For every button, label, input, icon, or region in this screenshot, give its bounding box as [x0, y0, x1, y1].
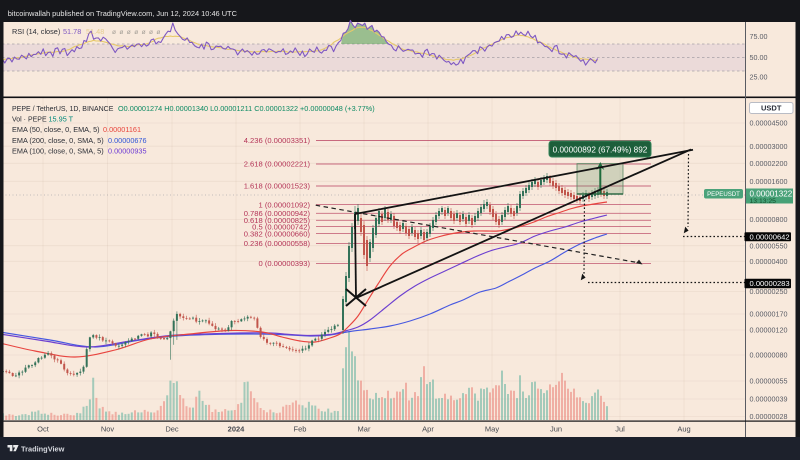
- svg-text:ø: ø: [112, 29, 116, 36]
- svg-text:0.786 (0.00000942): 0.786 (0.00000942): [244, 209, 311, 218]
- svg-text:15.95 T: 15.95 T: [49, 115, 74, 124]
- svg-text:0.00000170: 0.00000170: [750, 310, 788, 319]
- svg-text:ø: ø: [134, 29, 138, 36]
- svg-text:51.78: 51.78: [63, 27, 81, 36]
- svg-text:0.00004500: 0.00004500: [750, 119, 788, 128]
- svg-text:Feb: Feb: [294, 424, 307, 433]
- svg-text:0.00000039: 0.00000039: [750, 395, 788, 404]
- svg-text:bitcoinwallah published on Tra: bitcoinwallah published on TradingView.c…: [8, 9, 238, 18]
- svg-text:EMA (200, close, 0, SMA, 5): EMA (200, close, 0, SMA, 5): [12, 136, 104, 145]
- svg-text:RSI (14, close): RSI (14, close): [12, 27, 60, 36]
- svg-text:0.5 (0.00000742): 0.5 (0.00000742): [252, 222, 310, 231]
- svg-text:0.00001322: 0.00001322: [750, 189, 793, 198]
- svg-text:ø: ø: [127, 29, 131, 36]
- svg-text:51.48: 51.48: [86, 27, 104, 36]
- svg-text:Dec: Dec: [165, 424, 179, 433]
- svg-text:0.00000892 (67.49%) 892: 0.00000892 (67.49%) 892: [553, 146, 648, 155]
- svg-text:Nov: Nov: [101, 424, 115, 433]
- svg-text:Jul: Jul: [615, 424, 625, 433]
- svg-text:Vol · PEPE: Vol · PEPE: [12, 117, 47, 124]
- svg-text:ø: ø: [156, 29, 160, 36]
- svg-text:0.00000550: 0.00000550: [750, 241, 788, 250]
- svg-text:Oct: Oct: [37, 424, 50, 433]
- svg-text:0.618 (0.00000825): 0.618 (0.00000825): [244, 216, 311, 225]
- svg-text:0.00001161: 0.00001161: [103, 125, 141, 134]
- svg-text:2024: 2024: [228, 424, 246, 433]
- svg-text:25.00: 25.00: [750, 73, 768, 82]
- svg-text:0.00000800: 0.00000800: [750, 215, 788, 224]
- svg-text:ø: ø: [149, 29, 153, 36]
- svg-text:PEPE / TetherUS, 1D, BINANCE: PEPE / TetherUS, 1D, BINANCE: [12, 106, 114, 113]
- svg-text:0.00000283: 0.00000283: [750, 279, 790, 288]
- svg-text:1 (0.00001092): 1 (0.00001092): [258, 200, 310, 209]
- svg-text:13:13:25: 13:13:25: [750, 198, 777, 205]
- svg-text:Aug: Aug: [677, 424, 690, 433]
- svg-text:0.00000028: 0.00000028: [750, 412, 788, 421]
- svg-text:2.618 (0.00002221): 2.618 (0.00002221): [244, 160, 311, 169]
- svg-text:0.00000250: 0.00000250: [750, 287, 788, 296]
- svg-text:May: May: [485, 424, 499, 433]
- svg-text:0.00000080: 0.00000080: [750, 351, 788, 360]
- svg-text:75.00: 75.00: [750, 32, 768, 41]
- svg-text:0.00003000: 0.00003000: [750, 142, 788, 151]
- svg-text:0.382 (0.00000660): 0.382 (0.00000660): [244, 229, 311, 238]
- svg-text:USDT: USDT: [761, 103, 782, 112]
- svg-text:0.00000400: 0.00000400: [750, 257, 788, 266]
- svg-text:ø: ø: [119, 29, 123, 36]
- svg-text:ø: ø: [142, 29, 146, 36]
- svg-text:0.00001600: 0.00001600: [750, 177, 788, 186]
- svg-text:0.00000055: 0.00000055: [750, 377, 788, 386]
- svg-text:0.00000642: 0.00000642: [750, 233, 790, 242]
- svg-text:Jun: Jun: [550, 424, 562, 433]
- svg-text:0.00000120: 0.00000120: [750, 326, 788, 335]
- svg-text:0 (0.00000393): 0 (0.00000393): [258, 259, 310, 268]
- svg-text:EMA (100, close, 0, SMA, 5): EMA (100, close, 0, SMA, 5): [12, 147, 104, 156]
- svg-text:Mar: Mar: [358, 424, 371, 433]
- svg-text:0.00000935: 0.00000935: [108, 147, 147, 156]
- svg-text:Apr: Apr: [422, 424, 434, 433]
- svg-text:1.618 (0.00001523): 1.618 (0.00001523): [244, 182, 311, 191]
- svg-text:4.236 (0.00003351): 4.236 (0.00003351): [244, 136, 311, 145]
- svg-text:0.00000676: 0.00000676: [108, 136, 147, 145]
- svg-text:EMA (50, close, 0, EMA, 5): EMA (50, close, 0, EMA, 5): [12, 125, 100, 134]
- svg-text:0.00002200: 0.00002200: [750, 159, 788, 168]
- svg-text:0.236 (0.00000558): 0.236 (0.00000558): [244, 239, 311, 248]
- svg-text:TradingView: TradingView: [21, 444, 65, 453]
- svg-text:50.00: 50.00: [750, 53, 768, 62]
- svg-text:PEPEUSDT: PEPEUSDT: [707, 191, 740, 198]
- svg-text:O0.00001274 H0.00001340 L0.0: O0.00001274 H0.00001340 L0.00001211 C0.0…: [118, 104, 375, 113]
